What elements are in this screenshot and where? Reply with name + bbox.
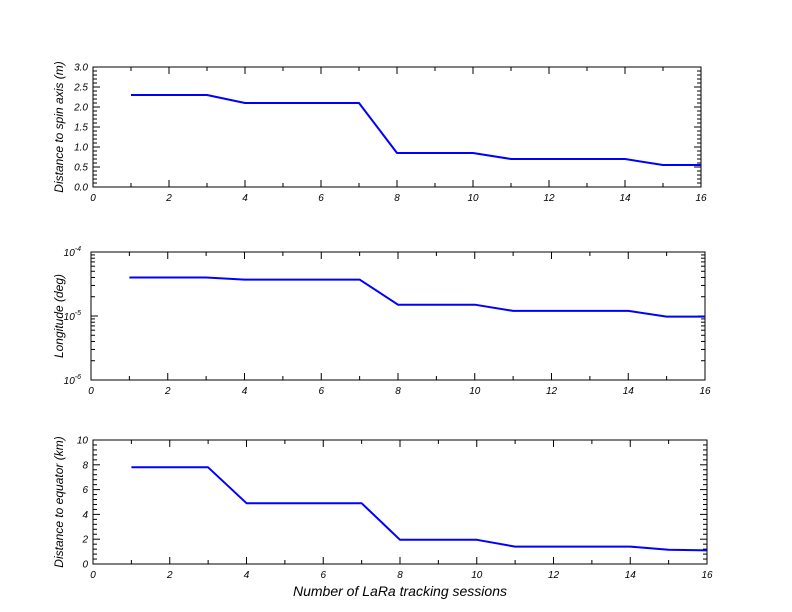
- y-tick-label: 4: [82, 510, 88, 521]
- y-tick-label: 10-6: [64, 374, 81, 387]
- x-tick-label: 14: [623, 386, 635, 397]
- x-tick-label: 12: [546, 386, 558, 397]
- x-tick-label: 10: [467, 193, 479, 204]
- panel-spin-axis: 0 2 4 6 8 10 12 14 16 0.0 0.5 1.0 1.5 2.0 2.5 3.0 Distan…: [52, 61, 707, 204]
- x-tick-label: 16: [695, 193, 707, 204]
- x-tick-label: 8: [394, 193, 400, 204]
- plot-frame: [92, 66, 702, 188]
- x-tick-label: 6: [318, 386, 324, 397]
- series-line: [131, 466, 708, 552]
- series-line: [131, 94, 701, 166]
- panel-longitude: 0 2 4 6 8 10 12 14 16 10-6 10-5 10-4 Longitude (deg): [52, 246, 711, 397]
- x-tick-label: 2: [165, 193, 172, 204]
- y-tick-label: 1.0: [74, 143, 88, 154]
- x-tick-label: 12: [543, 193, 555, 204]
- x-tick-label: 4: [244, 570, 250, 581]
- series-line: [129, 276, 705, 318]
- panel-equator: 0 2 4 6 8 10 12 14 16 0 2 4 6 8 10 Distance to equator …: [52, 436, 713, 582]
- y-tick-label: 6: [82, 485, 88, 496]
- x-tick-label: 14: [619, 193, 631, 204]
- y-tick-label: 1.5: [74, 123, 88, 134]
- y-axis-label: Distance to spin axis (m): [52, 61, 66, 192]
- x-tick-label: 10: [469, 386, 481, 397]
- plot-frame: [92, 439, 708, 565]
- plot-frame: [90, 251, 706, 381]
- x-tick-label: 8: [395, 386, 401, 397]
- x-tick-label: 0: [90, 193, 96, 204]
- y-tick-label: 8: [82, 460, 88, 471]
- x-tick-label: 8: [397, 570, 403, 581]
- x-tick-label: 6: [318, 193, 324, 204]
- x-tick-label: 14: [625, 570, 637, 581]
- y-tick-label: 10-5: [64, 310, 81, 323]
- x-tick-label: 16: [701, 570, 713, 581]
- y-tick-label: 10: [77, 436, 89, 447]
- y-axis-label: Distance to equator (km): [52, 436, 66, 567]
- x-tick-label: 0: [88, 386, 94, 397]
- figure-xlabel: Number of LaRa tracking sessions: [293, 583, 507, 599]
- x-tick-label: 16: [699, 386, 711, 397]
- x-tick-label: 2: [166, 570, 173, 581]
- y-tick-label: 2.5: [73, 83, 88, 94]
- y-tick-label: 2: [81, 535, 88, 546]
- x-tick-label: 0: [90, 570, 96, 581]
- y-tick-label: 2.0: [73, 103, 88, 114]
- x-tick-label: 2: [164, 386, 171, 397]
- y-tick-label: 3.0: [74, 63, 88, 74]
- y-tick-label: 10-4: [64, 246, 81, 259]
- y-tick-label: 0.0: [74, 183, 88, 194]
- x-tick-label: 12: [548, 570, 560, 581]
- y-tick-label: 0.5: [74, 163, 88, 174]
- x-tick-label: 10: [471, 570, 483, 581]
- y-axis-label: Longitude (deg): [52, 274, 66, 358]
- x-tick-label: 4: [242, 386, 248, 397]
- x-tick-label: 4: [242, 193, 248, 204]
- x-tick-label: 6: [320, 570, 326, 581]
- y-tick-label: 0: [82, 560, 88, 571]
